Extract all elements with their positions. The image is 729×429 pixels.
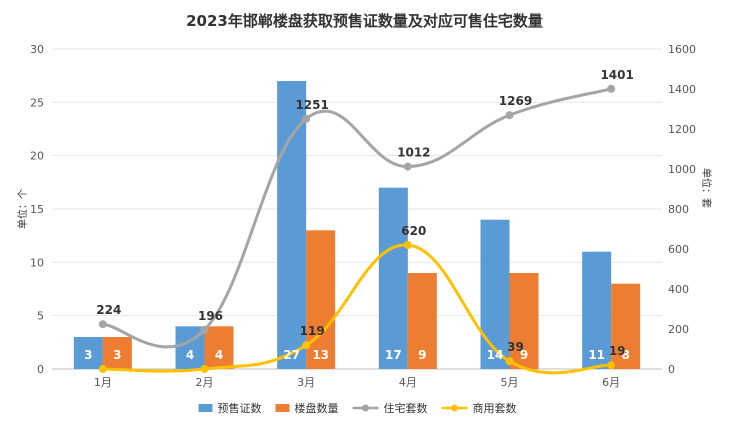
y-tick-right-label: 1200 — [668, 123, 696, 136]
y-tick-right-label: 1600 — [668, 43, 696, 56]
line-data-label: 224 — [96, 303, 121, 317]
x-tick-label: 6月 — [602, 376, 620, 389]
y-tick-left-label: 25 — [30, 96, 44, 109]
legend-swatch-marker — [362, 404, 369, 412]
line-point — [505, 357, 514, 366]
line-point — [200, 365, 209, 373]
x-tick-label: 5月 — [501, 376, 519, 389]
y-tick-right-label: 200 — [668, 323, 689, 336]
line-point — [302, 341, 311, 350]
bar — [378, 187, 408, 369]
line-data-label: 1012 — [397, 146, 430, 160]
line-point — [98, 320, 107, 329]
y-tick-right-label: 1400 — [668, 83, 696, 96]
x-tick-label: 2月 — [196, 376, 214, 389]
legend-label: 楼盘数量 — [295, 401, 339, 415]
legend-label: 住宅套数 — [384, 401, 428, 415]
x-tick-label: 3月 — [297, 376, 315, 389]
bar-data-label: 13 — [312, 348, 329, 362]
bar-data-label: 27 — [283, 348, 300, 362]
bar — [480, 219, 510, 369]
line-data-label: 196 — [198, 309, 223, 323]
y-tick-left-label: 15 — [30, 203, 44, 216]
y-tick-right-label: 400 — [668, 283, 689, 296]
y-tick-right-label: 800 — [668, 203, 689, 216]
bar — [509, 273, 539, 369]
x-tick-label: 4月 — [399, 376, 417, 389]
y-tick-left-label: 20 — [30, 150, 44, 163]
bar-data-label: 9 — [418, 348, 426, 362]
legend-label: 预售证数 — [218, 401, 262, 415]
bar-data-label: 3 — [113, 348, 121, 362]
line-point — [98, 365, 107, 373]
bar — [73, 337, 103, 369]
axis-ticks: 0 5 10 15 20 25 30 0 200 400 600 800 1000 1200 1400 160… — [30, 43, 696, 389]
chart-title: 2023年邯郸楼盘获取预售证数量及对应可售住宅数量 — [186, 12, 543, 30]
bar-data-label: 4 — [215, 348, 223, 362]
bar-data-label: 9 — [520, 348, 528, 362]
line-point — [403, 241, 412, 249]
bar — [204, 326, 234, 369]
series-lines — [98, 84, 616, 375]
line-data-label: 39 — [507, 340, 524, 354]
line-point — [200, 325, 209, 334]
legend-swatch-marker — [451, 404, 458, 412]
line-data-label: 620 — [401, 224, 426, 238]
bar-data-label: 14 — [487, 348, 504, 362]
y-tick-left-label: 5 — [37, 310, 44, 323]
gridlines — [52, 48, 662, 370]
legend-swatch — [275, 404, 290, 412]
bar-data-label: 3 — [84, 348, 92, 362]
line-data-label: 1269 — [499, 94, 532, 108]
legend-label: 商用套数 — [473, 401, 517, 415]
bar — [407, 273, 437, 369]
line-data-label: 1251 — [295, 98, 328, 112]
bar — [582, 251, 612, 369]
data-labels: 3 4 27 17 14 11 3 4 13 9 9 8 224 196 1251 1012 1269 1401 1… — [84, 68, 634, 362]
bar-data-label: 11 — [588, 348, 605, 362]
bar — [306, 230, 336, 369]
line-point — [607, 361, 616, 370]
line-data-label: 19 — [609, 344, 626, 358]
line-point — [403, 162, 412, 171]
bars — [73, 81, 641, 369]
line-data-label: 119 — [300, 324, 325, 338]
bar — [277, 81, 307, 369]
bar — [102, 337, 132, 369]
line-point — [302, 114, 311, 123]
y-tick-left-label: 30 — [30, 43, 44, 56]
y-tick-right-label: 0 — [668, 363, 675, 376]
y-tick-left-label: 10 — [30, 256, 44, 269]
x-tick-label: 1月 — [94, 376, 112, 389]
line-point — [505, 111, 514, 120]
y-tick-right-label: 600 — [668, 243, 689, 256]
bar-data-label: 17 — [385, 348, 402, 362]
bar-data-label: 8 — [621, 348, 629, 362]
bar-data-label: 4 — [186, 348, 194, 362]
line-data-label: 1401 — [600, 68, 633, 82]
line-point — [607, 84, 616, 93]
legend-swatch — [198, 404, 213, 412]
y-axis-right-label: 单位：套 — [700, 168, 713, 208]
y-tick-right-label: 1000 — [668, 163, 696, 176]
y-axis-left-label: 单位：个 — [16, 189, 29, 229]
bar — [611, 283, 641, 369]
legend: 预售证数 楼盘数量 住宅套数 商用套数 — [198, 401, 517, 415]
y-tick-left-label: 0 — [37, 363, 44, 376]
